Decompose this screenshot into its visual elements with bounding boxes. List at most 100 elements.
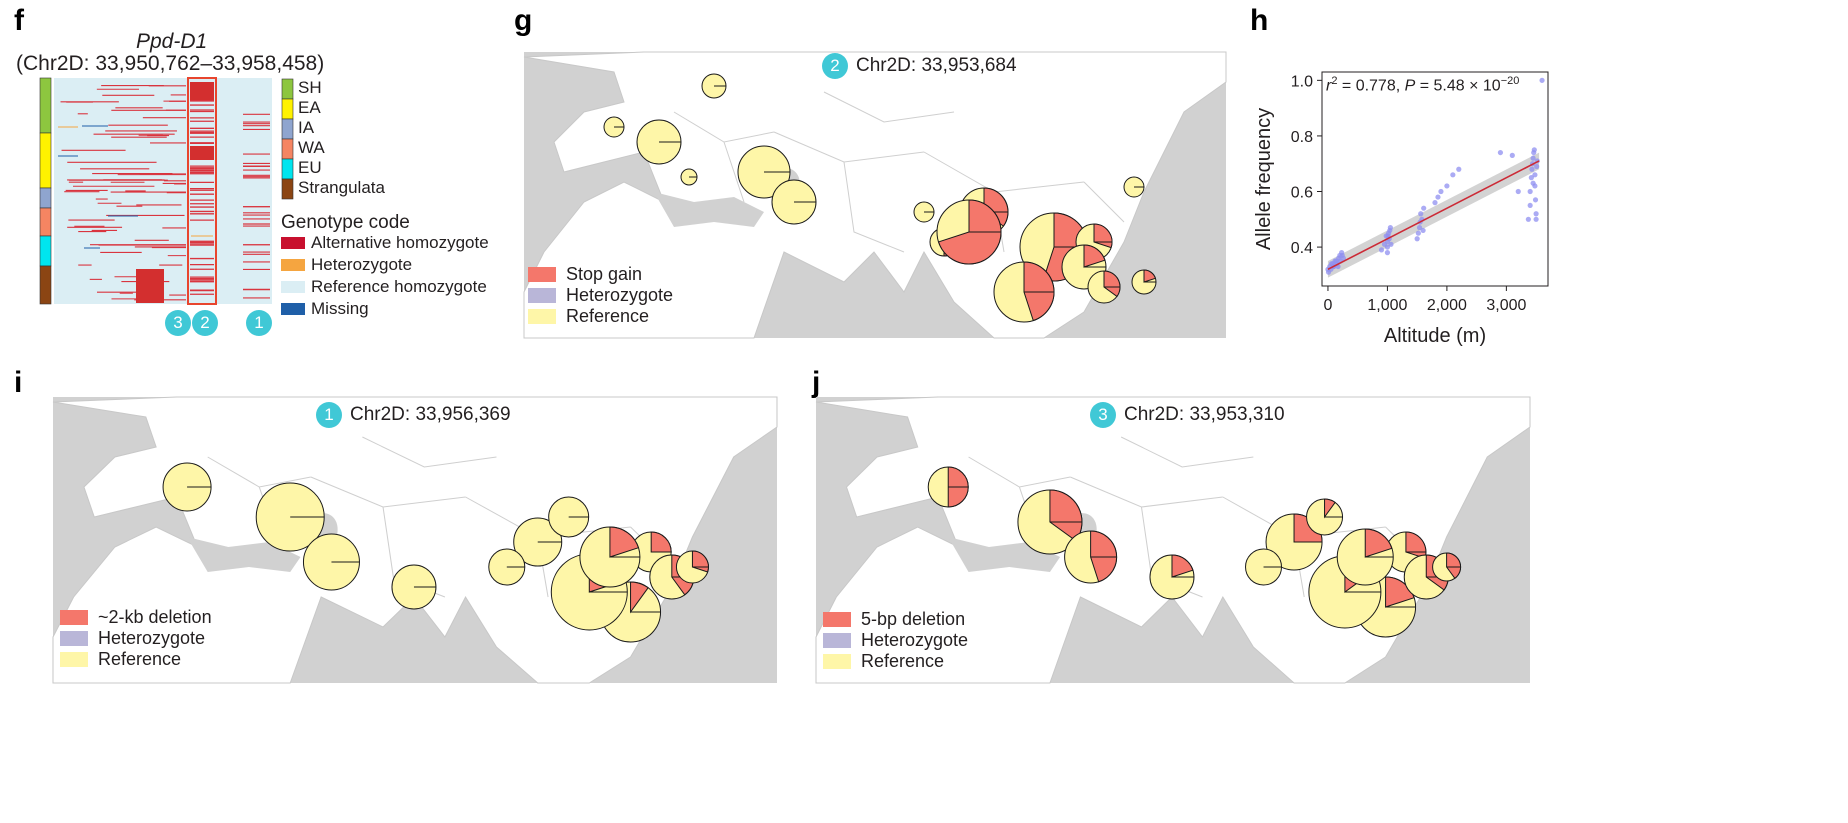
map-legend-swatch: [823, 654, 851, 669]
group-key-swatch: [281, 178, 294, 200]
map-legend-item: 5-bp deletion: [823, 609, 965, 630]
data-point: [1415, 230, 1421, 236]
genotype-swatch: [281, 281, 305, 293]
haplotype-heatmap: [39, 77, 272, 305]
x-tick-label: 0: [1323, 297, 1332, 314]
map-legend-swatch: [60, 610, 88, 625]
mediterranean-sea: [654, 192, 764, 227]
data-point: [1435, 194, 1441, 200]
data-point: [1533, 211, 1539, 217]
map-legend-item: Stop gain: [528, 264, 642, 285]
map-legend-swatch: [528, 267, 556, 282]
data-point: [1340, 255, 1347, 261]
data-point: [1330, 261, 1336, 267]
country-border: [723, 141, 745, 203]
left-group-bar: [39, 77, 52, 305]
gene-name: Ppd-D1: [136, 30, 208, 53]
highlight-column-box: [187, 77, 217, 305]
map-i: [52, 396, 778, 684]
y-axis-label: Allele frequency: [1253, 108, 1275, 250]
data-point: [1420, 227, 1426, 234]
data-point: [1416, 225, 1423, 231]
group-legend-label: WA: [298, 138, 325, 157]
data-point: [1539, 77, 1545, 83]
data-point: [1525, 216, 1531, 222]
data-point: [1530, 180, 1536, 186]
map-legend-swatch: [823, 633, 851, 648]
group-legend-label: IA: [298, 118, 315, 137]
group-color-key: [281, 78, 294, 200]
genotype-legend-item: Missing: [281, 299, 369, 319]
map-legend-item: Reference: [528, 306, 649, 327]
map-legend-swatch: [528, 288, 556, 303]
map-legend-item: ~2-kb deletion: [60, 607, 212, 628]
pie-slice-alternative: [630, 581, 649, 614]
y-tick-label: 1.0: [1291, 73, 1313, 90]
y-tick-label: 0.6: [1291, 185, 1313, 202]
genotype-legend-item: Heterozygote: [281, 255, 412, 275]
data-point: [1432, 200, 1438, 206]
data-point: [1388, 241, 1394, 247]
data-point: [1414, 236, 1420, 242]
pie-slice-alternative: [650, 531, 672, 553]
panel-h-letter: h: [1250, 4, 1269, 37]
y-tick-label: 0.4: [1291, 240, 1313, 257]
map-legend-swatch: [823, 612, 851, 627]
plot-frame: [1321, 71, 1549, 287]
map-legend-item: Heterozygote: [823, 630, 968, 651]
map-legend-swatch: [60, 652, 88, 667]
column-badge-3: 3: [165, 310, 191, 336]
data-point: [1497, 149, 1504, 156]
pie-slice-alternative: [1171, 554, 1194, 578]
y-tick-label: 0.8: [1291, 129, 1313, 146]
panel-f-letter: f: [14, 4, 24, 37]
map-i-title: 1 Chr2D: 33,956,369: [316, 402, 511, 428]
genotype-swatch: [281, 259, 305, 271]
group-legend-label: SH: [298, 78, 322, 97]
column-badge-1: 1: [246, 310, 272, 336]
map-j-locus: Chr2D: 33,953,310: [1124, 404, 1285, 425]
data-point: [1387, 225, 1393, 231]
data-point: [1438, 188, 1444, 195]
data-point: [1515, 188, 1521, 195]
map-j: [815, 396, 1531, 684]
map-legend-item: Heterozygote: [528, 285, 673, 306]
data-point: [1533, 216, 1539, 222]
map-i-locus: Chr2D: 33,956,369: [350, 404, 511, 425]
data-point: [1450, 172, 1456, 178]
data-point: [1509, 152, 1515, 158]
group-legend-label: EU: [298, 158, 322, 177]
map-legend-item: Heterozygote: [60, 628, 205, 649]
left-group-segment: [39, 207, 52, 237]
pie-slice-alternative: [1446, 552, 1462, 580]
data-point: [1527, 202, 1533, 209]
left-group-segment: [39, 265, 52, 305]
panel-g-letter: g: [514, 4, 533, 37]
gene-coordinates: (Chr2D: 33,950,762–33,958,458): [16, 52, 325, 75]
map-j-badge: 3: [1090, 402, 1116, 428]
pie-slice-alternative: [1103, 270, 1121, 298]
country-border: [1083, 181, 1125, 223]
data-point: [1333, 258, 1339, 264]
x-tick-label: 2,000: [1427, 297, 1467, 314]
left-group-segment: [39, 132, 52, 189]
left-group-segment: [39, 77, 52, 134]
pie-slice-alternative: [1143, 269, 1157, 283]
country-border: [823, 91, 955, 123]
group-key-swatch: [281, 78, 294, 100]
left-group-segment: [39, 187, 52, 209]
column-badge-2: 2: [192, 310, 218, 336]
x-tick-label: 3,000: [1486, 297, 1526, 314]
variant-block: [190, 82, 214, 100]
pie-slice-alternative: [1083, 244, 1106, 268]
panel-i-letter: i: [14, 366, 23, 399]
country-border: [362, 436, 497, 468]
data-point: [1383, 233, 1389, 239]
regression-line: [1327, 160, 1540, 271]
data-point: [1532, 197, 1539, 203]
data-point: [1531, 147, 1537, 153]
x-tick-label: 1,000: [1367, 297, 1407, 314]
pie-slice-alternative: [1364, 528, 1393, 558]
data-point: [1378, 247, 1385, 253]
data-point: [1384, 250, 1391, 256]
